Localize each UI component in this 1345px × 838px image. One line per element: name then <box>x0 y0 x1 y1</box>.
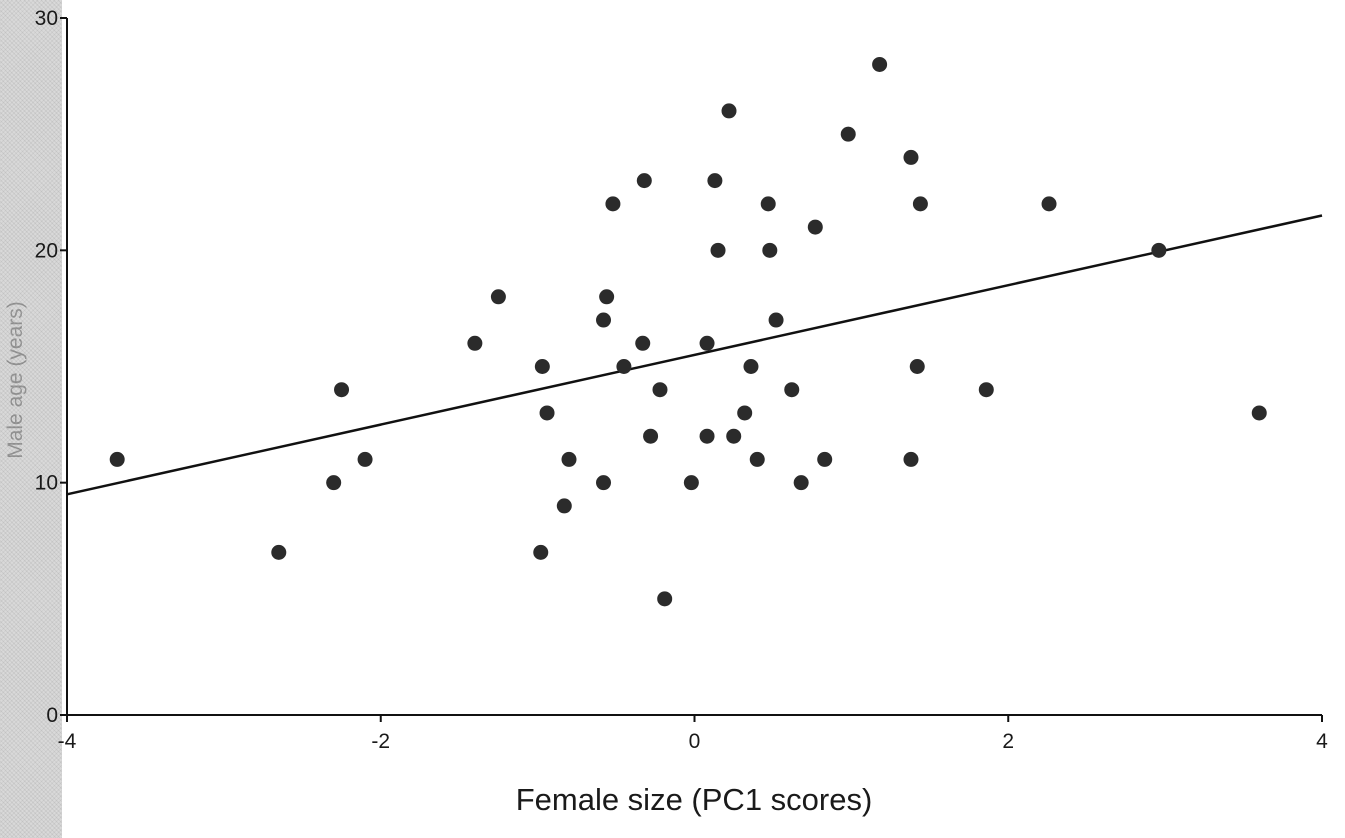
x-tick-label: 0 <box>689 730 701 753</box>
data-point <box>903 149 919 165</box>
y-tick-label: 10 <box>35 472 58 495</box>
data-point <box>596 312 612 328</box>
data-point <box>721 103 737 119</box>
data-point <box>599 289 615 305</box>
x-axis-title: Female size (PC1 scores) <box>516 782 873 817</box>
data-point <box>1151 242 1167 258</box>
data-point <box>534 359 550 374</box>
data-point <box>784 382 800 398</box>
data-point <box>657 591 673 607</box>
data-point <box>652 382 668 398</box>
y-tick-label: 20 <box>35 239 58 262</box>
regression-line <box>66 214 1323 496</box>
data-point <box>760 196 776 212</box>
data-point <box>710 242 726 258</box>
y-tick-label: 0 <box>46 704 58 727</box>
data-point <box>840 126 856 142</box>
data-point <box>636 173 652 189</box>
data-point <box>605 196 621 212</box>
data-point <box>707 173 723 189</box>
x-tick-label: -2 <box>371 730 390 753</box>
y-axis-title: Male age (years) <box>4 301 27 459</box>
data-point <box>768 312 784 328</box>
data-point <box>749 451 765 467</box>
data-point <box>596 475 612 491</box>
data-point <box>561 451 577 467</box>
data-point <box>326 475 342 491</box>
data-point <box>683 475 699 491</box>
x-tick-label: 4 <box>1316 730 1328 753</box>
axes <box>66 18 1322 716</box>
data-point <box>109 451 125 467</box>
data-point <box>1041 196 1057 212</box>
data-point <box>793 475 809 491</box>
data-point <box>699 428 715 444</box>
data-point <box>903 451 919 467</box>
data-point <box>762 242 778 258</box>
data-point <box>737 405 753 421</box>
regression-line-layer <box>66 214 1323 496</box>
y-tick-label: 30 <box>35 7 58 30</box>
data-point <box>467 335 483 351</box>
data-point <box>909 359 925 374</box>
data-point <box>1251 405 1267 421</box>
data-point <box>912 196 928 212</box>
data-point <box>807 219 823 235</box>
data-point <box>699 335 715 351</box>
data-point <box>978 382 994 398</box>
ticks: 0 10 20 30 -4 -2 0 2 4 <box>35 7 1329 753</box>
data-point <box>872 56 888 72</box>
data-point <box>539 405 555 421</box>
data-point <box>817 451 833 467</box>
data-point <box>271 544 287 560</box>
data-points <box>109 56 1267 607</box>
x-tick-label: -4 <box>58 730 77 753</box>
data-point <box>616 359 632 374</box>
scanned-page-edge <box>0 0 62 838</box>
data-point <box>726 428 742 444</box>
data-point <box>490 289 506 305</box>
data-point <box>743 359 759 374</box>
data-point <box>556 498 572 514</box>
data-point <box>533 544 549 560</box>
data-point <box>334 382 350 398</box>
data-point <box>357 451 373 467</box>
data-point <box>635 335 651 351</box>
data-point <box>643 428 659 444</box>
x-tick-label: 2 <box>1002 730 1014 753</box>
